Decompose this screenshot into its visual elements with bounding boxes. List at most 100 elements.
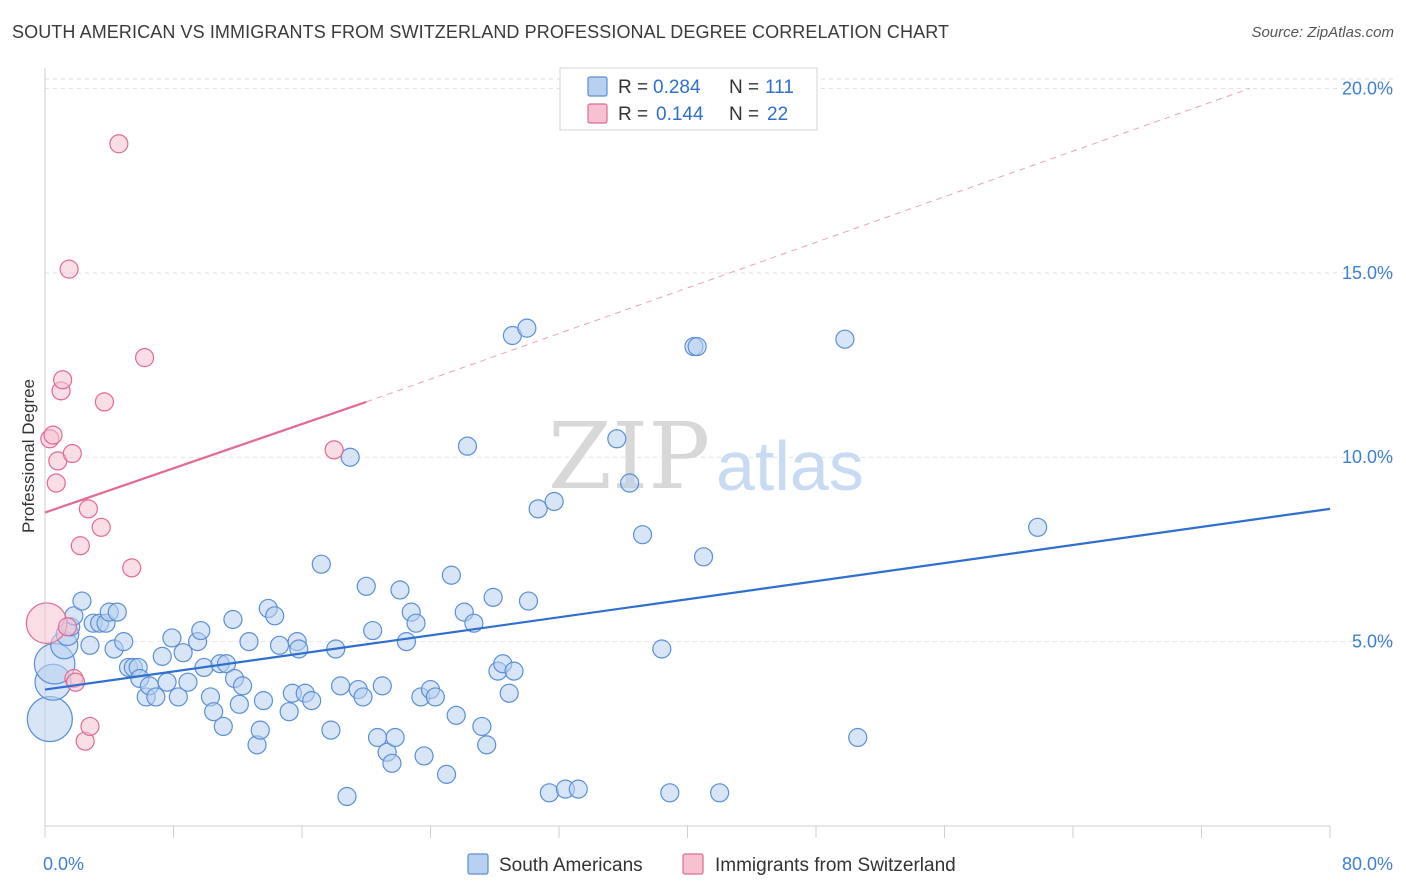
south-americans-point-98 (607, 429, 627, 449)
y-axis-label: Professional Degree (19, 379, 38, 533)
y-tick-label-0: 5.0% (1352, 632, 1393, 652)
x-tick-label-1: 80.0% (1342, 854, 1393, 874)
south-americans-point-70 (396, 632, 417, 652)
series-south-americans (26, 318, 1048, 807)
x-tick-labels: 0.0% 80.0% (43, 854, 1393, 874)
south-americans-point-57 (330, 676, 351, 696)
south-americans-point-72 (406, 613, 426, 633)
south-americans-point-13 (107, 602, 127, 622)
chart-title: SOUTH AMERICAN VS IMMIGRANTS FROM SWITZE… (12, 22, 950, 42)
south-americans-point-88 (499, 683, 519, 703)
source-label: Source: ZipAtlas.com (1251, 24, 1394, 41)
south-americans-point-93 (528, 499, 548, 519)
south-americans-point-95 (544, 491, 564, 512)
south-americans-point-53 (302, 691, 322, 711)
switzerland-point-14 (78, 499, 98, 519)
switzerland-point-2 (43, 425, 63, 445)
south-americans-point-26 (168, 687, 188, 707)
bottom-legend-immigrants-switzerland: Immigrants from Switzerland (715, 855, 956, 876)
switzerland-point-7 (57, 617, 78, 637)
south-americans-point-58 (337, 786, 357, 807)
legend-r-label-1: R = (618, 104, 648, 125)
switzerland-point-16 (91, 517, 111, 537)
switzerland-point-15 (80, 716, 100, 737)
south-americans-point-76 (425, 687, 445, 707)
south-americans-point-81 (457, 436, 478, 456)
south-americans-point-85 (483, 587, 503, 607)
south-americans-point-77 (436, 764, 457, 784)
south-americans-point-25 (162, 628, 182, 648)
south-americans-point-35 (213, 716, 233, 737)
switzerland-point-20 (134, 348, 155, 368)
south-americans-point-68 (385, 727, 405, 748)
trend-line-switzerland-extension (366, 87, 1250, 403)
legend: R = 0.284 N = 111 R = 0.144 N = 22 (559, 67, 818, 131)
south-americans-point-24 (157, 672, 177, 692)
trend-line-switzerland (44, 400, 367, 514)
south-americans-point-37 (223, 609, 243, 630)
watermark-zip: ZIP (548, 403, 710, 510)
south-americans-point-65 (372, 676, 392, 696)
south-americans-point-91 (517, 318, 537, 338)
south-americans-point-0 (26, 695, 73, 743)
switzerland-point-11 (65, 672, 86, 692)
y-tick-label-3: 20.0% (1342, 78, 1393, 98)
bottom-legend-south-americans: South Americans (499, 855, 643, 876)
south-americans-point-39 (229, 694, 249, 714)
switzerland-point-21 (324, 440, 344, 460)
south-americans-point-78 (441, 565, 461, 585)
south-americans-point-54 (311, 554, 331, 574)
south-americans-point-23 (152, 646, 172, 666)
south-americans-point-109 (1028, 517, 1048, 537)
south-americans-point-74 (414, 746, 434, 766)
legend-r-label-0: R = (618, 77, 648, 98)
south-americans-point-107 (835, 329, 855, 349)
switzerland-point-9 (62, 443, 82, 464)
south-americans-point-83 (472, 716, 492, 737)
south-americans-point-84 (477, 735, 497, 755)
south-americans-point-30 (191, 620, 211, 641)
south-americans-point-104 (687, 336, 707, 357)
south-americans-point-105 (693, 547, 714, 567)
south-americans-point-22 (146, 687, 166, 707)
south-americans-point-28 (178, 672, 198, 692)
south-americans-point-97 (568, 779, 588, 799)
south-americans-point-47 (269, 635, 290, 655)
south-americans-point-89 (504, 661, 524, 681)
south-americans-point-40 (232, 676, 253, 696)
y-tick-label-1: 10.0% (1342, 447, 1393, 467)
south-americans-point-94 (539, 783, 559, 803)
south-americans-point-46 (265, 606, 285, 626)
south-americans-point-79 (446, 705, 466, 725)
south-americans-point-59 (340, 447, 360, 467)
south-americans-point-62 (356, 576, 376, 596)
south-americans-point-44 (253, 691, 274, 711)
south-americans-point-48 (279, 702, 299, 722)
bottom-legend-swatch-pink (682, 853, 704, 875)
south-americans-point-100 (632, 525, 653, 545)
south-americans-point-33 (204, 702, 224, 722)
switzerland-point-12 (70, 536, 90, 556)
legend-n-label-0: N = (729, 77, 759, 98)
legend-n-value-1: 22 (767, 104, 788, 125)
x-tick-label-0: 0.0% (43, 854, 84, 874)
switzerland-point-19 (122, 558, 142, 578)
trend-lines (44, 87, 1331, 691)
south-americans-point-15 (114, 632, 134, 652)
legend-n-value-0: 111 (765, 77, 794, 98)
south-americans-point-102 (660, 783, 680, 803)
legend-r-value-0: 0.284 (653, 77, 701, 98)
south-americans-point-92 (518, 591, 539, 611)
south-americans-point-7 (72, 591, 92, 611)
switzerland-point-17 (94, 392, 115, 412)
trend-line-south-americans (44, 507, 1331, 691)
grid-lines (45, 78, 1395, 643)
legend-r-value-1: 0.144 (656, 104, 704, 125)
south-americans-point-108 (848, 727, 868, 748)
south-americans-point-69 (390, 580, 410, 600)
south-americans-point-27 (173, 643, 193, 663)
switzerland-point-3 (46, 473, 66, 493)
y-tick-labels: 5.0% 10.0% 15.0% 20.0% (1342, 78, 1393, 651)
bottom-legend-swatch-blue (467, 853, 489, 875)
